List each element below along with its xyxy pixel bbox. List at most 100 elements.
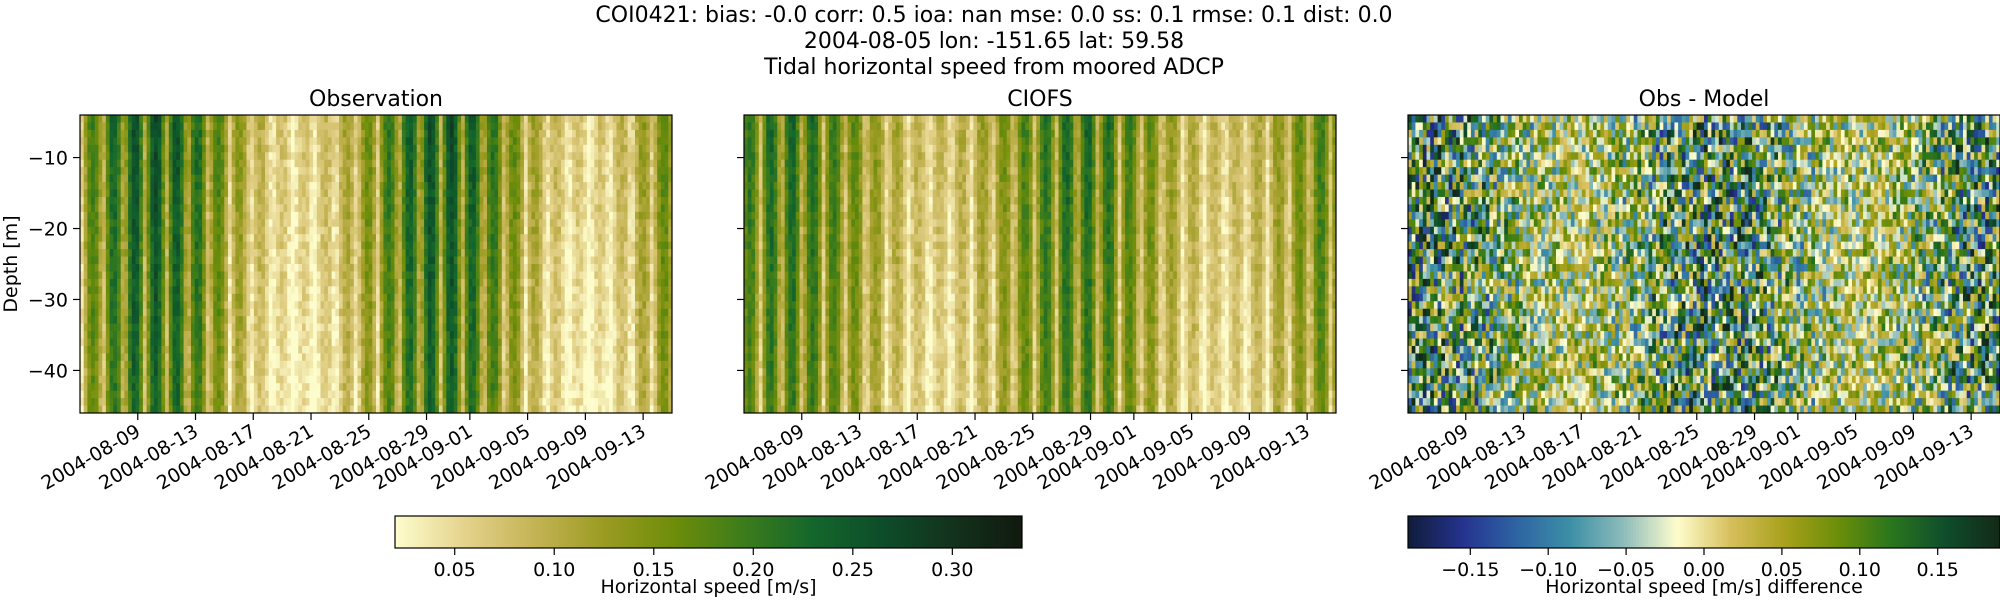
heatmap-cell (279, 405, 284, 414)
heatmap-cell (450, 353, 455, 362)
heatmap-cell (168, 137, 173, 146)
heatmap-cell (287, 226, 292, 235)
heatmap-cell (228, 196, 233, 205)
heatmap-cell (131, 293, 136, 302)
heatmap-cell (142, 301, 147, 310)
heatmap-cell (501, 174, 506, 183)
heatmap-cell (342, 405, 347, 414)
heatmap-cell (538, 137, 543, 146)
heatmap-cell (461, 249, 466, 257)
heatmap-cell (139, 226, 144, 235)
heatmap-cell (413, 301, 418, 310)
heatmap-cell (383, 152, 388, 161)
heatmap-cell (91, 316, 96, 324)
heatmap-cell (501, 264, 506, 272)
heatmap-cell (450, 249, 455, 257)
heatmap-cell (261, 189, 266, 198)
heatmap-cell (194, 204, 199, 213)
heatmap-cell (298, 211, 303, 220)
heatmap-cell (146, 271, 151, 280)
heatmap-cell (276, 204, 281, 213)
heatmap-cell (298, 159, 303, 168)
heatmap-cell (431, 144, 436, 153)
heatmap-cell (350, 323, 355, 332)
heatmap-cell (409, 286, 414, 295)
heatmap-cell (331, 204, 336, 213)
heatmap-cell (442, 390, 447, 399)
heatmap-cell (268, 256, 273, 265)
heatmap-cell (361, 226, 366, 235)
heatmap-cell (409, 159, 414, 168)
heatmap-cell (261, 241, 266, 250)
heatmap-cell (361, 323, 366, 332)
heatmap-cell (361, 122, 366, 131)
heatmap-cell (298, 278, 303, 287)
heatmap-cell (235, 338, 240, 347)
heatmap-cell (538, 331, 543, 339)
heatmap-cell (450, 174, 455, 183)
heatmap-cell (372, 167, 377, 175)
heatmap-cell (305, 234, 310, 243)
heatmap-cell (498, 182, 503, 190)
heatmap-cell (464, 398, 469, 406)
heatmap-cell (290, 249, 295, 257)
heatmap-cell (324, 182, 329, 190)
heatmap-cell (335, 152, 340, 161)
heatmap-cell (305, 390, 310, 399)
heatmap-cell (309, 249, 314, 257)
heatmap-cell (420, 308, 425, 317)
heatmap-cell (105, 174, 110, 183)
heatmap-cell (475, 308, 480, 317)
heatmap-cell (120, 189, 125, 198)
heatmap-cell (535, 323, 540, 332)
heatmap-cell (105, 301, 110, 310)
heatmap-cell (487, 278, 492, 287)
heatmap-cell (438, 301, 443, 310)
heatmap-cell (457, 383, 462, 392)
heatmap-cell (368, 234, 373, 243)
heatmap-cell (257, 264, 262, 272)
heatmap-cell (139, 264, 144, 272)
heatmap-cell (324, 345, 329, 354)
heatmap-cell (435, 375, 440, 384)
heatmap-cell (475, 293, 480, 302)
heatmap-cell (105, 338, 110, 347)
heatmap-cell (401, 152, 406, 161)
heatmap-cell (475, 331, 480, 339)
heatmap-cell (387, 144, 392, 153)
heatmap-cell (383, 271, 388, 280)
heatmap-cell (139, 271, 144, 280)
heatmap-cell (272, 405, 277, 414)
heatmap-cell (468, 323, 473, 332)
heatmap-cell (257, 345, 262, 354)
heatmap-cell (102, 353, 107, 362)
heatmap-cell (124, 345, 129, 354)
heatmap-cell (475, 286, 480, 295)
heatmap-cell (424, 137, 429, 146)
heatmap-cell (146, 368, 151, 377)
heatmap-cell (450, 219, 455, 228)
heatmap-cell (416, 256, 421, 265)
heatmap-cell (183, 152, 188, 161)
heatmap-cell (339, 353, 344, 362)
heatmap-cell (298, 264, 303, 272)
heatmap-cell (535, 115, 540, 123)
heatmap-cell (405, 249, 410, 257)
heatmap-cell (305, 338, 310, 347)
heatmap-cell (324, 375, 329, 384)
heatmap-cell (401, 196, 406, 205)
heatmap-cell (446, 316, 451, 324)
heatmap-cell (535, 204, 540, 213)
heatmap-cell (216, 182, 221, 190)
heatmap-cell (109, 211, 114, 220)
heatmap-cell (446, 144, 451, 153)
heatmap-cell (353, 167, 358, 175)
heatmap-cell (516, 211, 521, 220)
heatmap-cell (94, 144, 99, 153)
heatmap-cell (487, 308, 492, 317)
heatmap-cell (261, 323, 266, 332)
heatmap-cell (131, 211, 136, 220)
heatmap-cell (368, 286, 373, 295)
heatmap-cell (461, 383, 466, 392)
heatmap-cell (102, 331, 107, 339)
